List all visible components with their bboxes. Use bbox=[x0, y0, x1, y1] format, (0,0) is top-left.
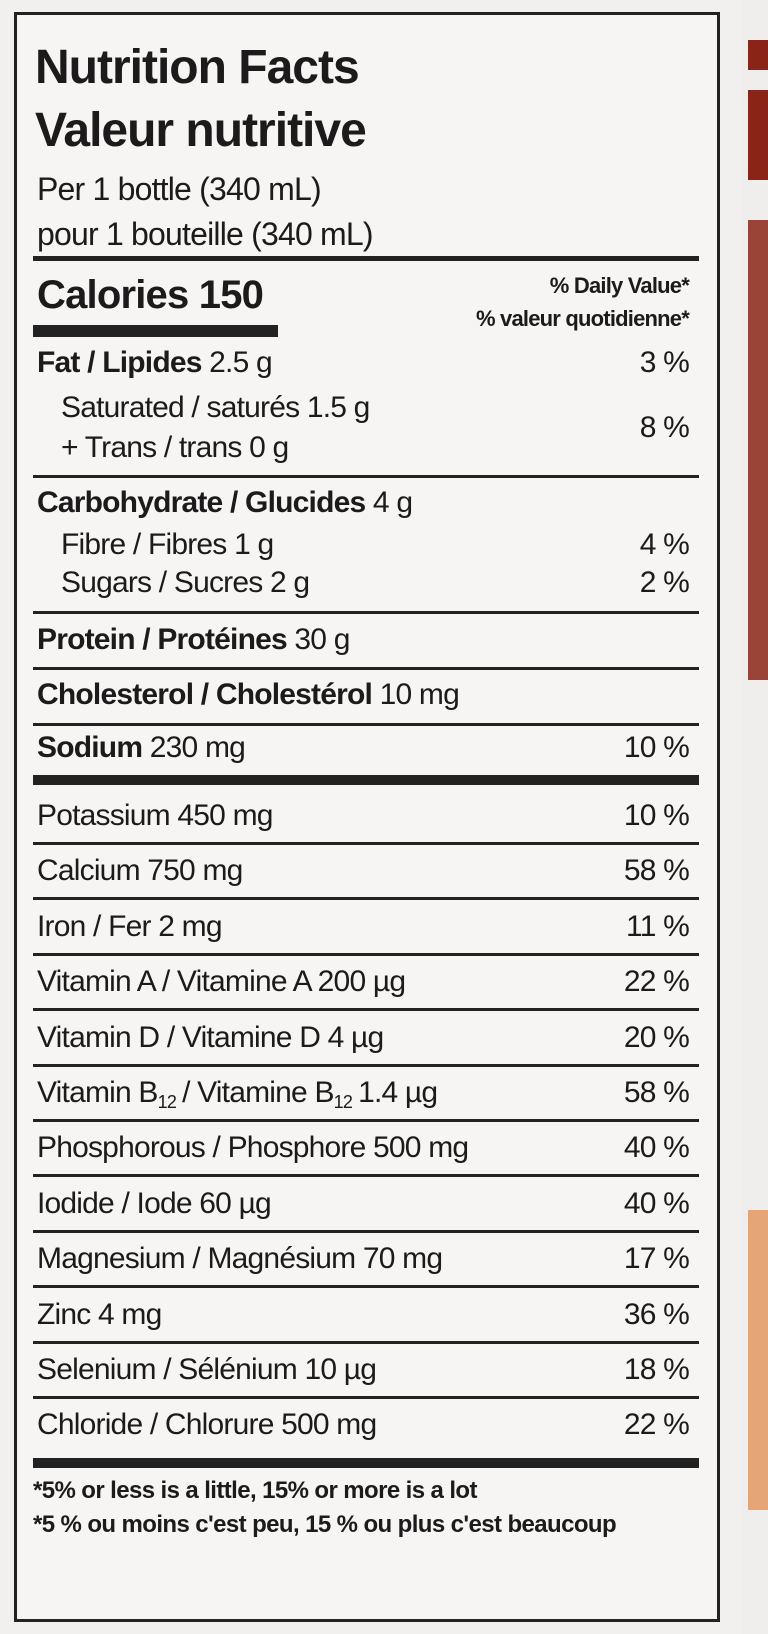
amount: 10 mg bbox=[379, 678, 460, 711]
nutrient-dv: 58 % bbox=[623, 854, 690, 888]
nutrient: Vitamin B12/ Vitamine B12 1.4 µg bbox=[37, 1075, 438, 1112]
nutrient-dv: 18 % bbox=[623, 1353, 690, 1386]
nutrient: Chloride / Chlorure 500 mg bbox=[37, 1408, 377, 1442]
amount: 30 g bbox=[294, 623, 350, 656]
sodium-dv: 10 % bbox=[623, 731, 690, 764]
rule bbox=[33, 1458, 699, 1468]
saturated-trans-dv: 8 % bbox=[639, 411, 690, 444]
rule bbox=[33, 256, 699, 261]
trans: + Trans / trans 0 g bbox=[61, 430, 289, 466]
rule bbox=[33, 1008, 699, 1012]
amount: 4 g bbox=[372, 486, 413, 519]
amount: 230 mg bbox=[149, 731, 246, 764]
calories: Calories 150 bbox=[37, 272, 264, 318]
footnote: *5% or less is a little, 15% or more is … bbox=[33, 1477, 477, 1504]
amount: 2 g bbox=[269, 566, 310, 599]
nutrient: Potassium 450 mg bbox=[37, 799, 273, 832]
footnote: *5 % ou moins c'est peu, 15 % ou plus c'… bbox=[33, 1511, 617, 1538]
name: Protein / Protéines bbox=[37, 623, 288, 656]
nutrient-dv: 10 % bbox=[623, 799, 690, 832]
name: Fibre / Fibres bbox=[61, 528, 227, 561]
rule bbox=[33, 1396, 699, 1399]
subscript: 12 bbox=[333, 1092, 353, 1112]
nutrient: Selenium / Sélénium 10 µg bbox=[37, 1353, 377, 1386]
sugars: Sugars / Sucres 2 g bbox=[61, 565, 310, 601]
rule bbox=[33, 667, 699, 670]
nutrient-dv: 17 % bbox=[623, 1242, 690, 1276]
name: Saturated / saturés bbox=[61, 391, 300, 424]
fat: Fat / Lipides 2.5 g bbox=[37, 345, 273, 381]
nutrient: Calcium 750 mg bbox=[37, 854, 243, 888]
rule bbox=[33, 475, 699, 478]
title-fr: Valeur nutritive bbox=[35, 104, 367, 157]
dv-header: % Daily Value* bbox=[549, 273, 690, 298]
rule bbox=[33, 1063, 699, 1067]
rule bbox=[33, 842, 699, 845]
nutrient: Vitamin D / Vitamine D 4 µg bbox=[37, 1020, 384, 1054]
calories-bar bbox=[33, 325, 278, 337]
name: Sugars / Sucres bbox=[61, 566, 263, 599]
rule bbox=[33, 1174, 699, 1178]
rule bbox=[33, 723, 699, 726]
dv-header-fr: % valeur quotidienne* bbox=[475, 306, 690, 331]
subscript: 12 bbox=[157, 1092, 177, 1112]
package-print bbox=[748, 40, 768, 70]
fat-dv: 3 % bbox=[639, 346, 690, 379]
nutrient-dv: 22 % bbox=[623, 965, 690, 999]
cholesterol: Cholesterol / Cholestérol 10 mg bbox=[37, 677, 460, 713]
serving: Per 1 bottle (340 mL) bbox=[37, 171, 322, 207]
amount: 0 g bbox=[249, 431, 289, 464]
nutrient-dv: 20 % bbox=[623, 1020, 690, 1054]
nutrient: Zinc 4 mg bbox=[37, 1297, 162, 1331]
nutrient-dv: 40 % bbox=[623, 1186, 690, 1220]
package-print bbox=[748, 220, 768, 680]
rule bbox=[33, 952, 699, 956]
rule bbox=[33, 611, 699, 614]
package-print bbox=[748, 90, 768, 180]
name: Carbohydrate / Glucides bbox=[37, 486, 366, 519]
nutrient: Iodide / Iode 60 µg bbox=[37, 1186, 272, 1220]
nutrient: Magnesium / Magnésium 70 mg bbox=[37, 1242, 443, 1276]
rule bbox=[33, 1340, 699, 1344]
name: Fat / Lipides bbox=[37, 346, 202, 379]
rule bbox=[33, 775, 699, 785]
nutrient-dv: 11 % bbox=[626, 909, 690, 943]
nutrient: Vitamin A / Vitamine A 200 µg bbox=[37, 965, 406, 999]
calories-label: Calories bbox=[37, 273, 189, 317]
nutrient-dv: 40 % bbox=[623, 1131, 690, 1165]
label-part: Vitamin B bbox=[37, 1076, 158, 1109]
nutrition-label: Nutrition Facts Valeur nutritive Per 1 b… bbox=[14, 12, 720, 1622]
rule bbox=[33, 1119, 699, 1122]
nutrient-dv: 36 % bbox=[623, 1297, 690, 1331]
fibre-dv: 4 % bbox=[639, 528, 690, 561]
carbohydrate: Carbohydrate / Glucides 4 g bbox=[37, 485, 413, 521]
amount: 1 g bbox=[234, 528, 274, 561]
nutrient: Iron / Fer 2 mg bbox=[37, 909, 223, 943]
sugars-dv: 2 % bbox=[639, 566, 690, 599]
serving-fr: pour 1 bouteille (340 mL) bbox=[37, 216, 374, 252]
rule bbox=[33, 897, 699, 901]
sodium: Sodium 230 mg bbox=[37, 730, 246, 766]
nutrient-dv: 22 % bbox=[623, 1408, 690, 1442]
amount: 2.5 g bbox=[209, 346, 273, 379]
title: Nutrition Facts bbox=[35, 41, 360, 94]
protein: Protein / Protéines 30 g bbox=[37, 622, 350, 658]
rule bbox=[33, 1229, 699, 1233]
label-part: 1.4 µg bbox=[358, 1076, 438, 1109]
rule bbox=[33, 1285, 699, 1289]
amount: 1.5 g bbox=[306, 391, 371, 424]
saturated: Saturated / saturés 1.5 g bbox=[61, 390, 370, 426]
name: Sodium bbox=[37, 731, 143, 764]
name: Cholesterol / Cholestérol bbox=[37, 678, 373, 711]
package-print bbox=[748, 1210, 768, 1510]
nutrient: Phosphorous / Phosphore 500 mg bbox=[37, 1131, 469, 1165]
name: + Trans / trans bbox=[61, 431, 242, 464]
label-part: / Vitamine B bbox=[182, 1076, 334, 1109]
fibre: Fibre / Fibres 1 g bbox=[61, 527, 274, 563]
nutrient-dv: 58 % bbox=[623, 1076, 690, 1109]
calories-amount: 150 bbox=[198, 273, 264, 317]
